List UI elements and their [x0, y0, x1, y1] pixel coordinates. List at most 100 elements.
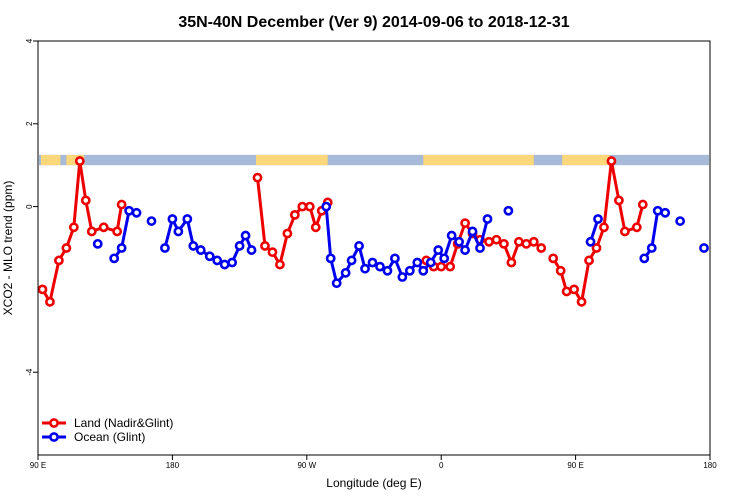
- data-point: [503, 205, 514, 216]
- data-point: [606, 156, 617, 166]
- data-point: [513, 236, 524, 247]
- data-point: [54, 255, 64, 266]
- x-tick-label: 180: [166, 461, 180, 470]
- data-point: [569, 284, 580, 295]
- series-line: [41, 159, 124, 304]
- data-point: [446, 230, 457, 241]
- x-tick-label: 90 W: [297, 461, 316, 470]
- data-point: [321, 201, 332, 212]
- land-band: [256, 154, 328, 166]
- data-point: [282, 228, 293, 239]
- data-point: [267, 247, 278, 258]
- x-tick-label: 180: [703, 461, 717, 470]
- data-point: [212, 255, 223, 266]
- data-point: [146, 216, 157, 226]
- data-point: [639, 253, 650, 264]
- data-point: [112, 226, 123, 237]
- data-point: [86, 226, 97, 237]
- data-point: [340, 267, 351, 278]
- plot-frame: [37, 40, 711, 456]
- data-point: [346, 255, 357, 266]
- data-point: [454, 236, 465, 247]
- data-point: [561, 286, 572, 297]
- data-point: [227, 257, 238, 268]
- legend-marker: [49, 418, 59, 428]
- series-layer: [37, 156, 709, 307]
- data-point: [260, 241, 270, 251]
- data-point: [310, 222, 321, 233]
- data-point: [637, 199, 648, 210]
- data-point: [412, 257, 423, 268]
- data-point: [528, 236, 539, 247]
- data-point: [37, 284, 48, 295]
- data-point: [375, 261, 385, 272]
- data-point: [484, 236, 494, 247]
- y-tick-label: 4: [25, 38, 34, 43]
- data-point: [234, 241, 245, 251]
- series-ocean: [92, 201, 709, 289]
- data-point: [536, 243, 547, 253]
- data-point: [275, 259, 285, 270]
- data-point: [331, 278, 342, 289]
- data-point: [325, 253, 336, 264]
- x-tick-label: 0: [439, 461, 444, 470]
- data-point: [297, 201, 308, 212]
- y-tick-label: 2: [25, 121, 34, 126]
- data-point: [80, 195, 91, 206]
- data-point: [367, 257, 378, 268]
- y-tick-label: -4: [25, 368, 34, 376]
- data-point: [98, 222, 109, 233]
- data-point: [460, 245, 470, 255]
- land-band: [562, 154, 610, 166]
- ocean-band: [39, 154, 709, 166]
- data-point: [61, 243, 72, 253]
- axis-ticks: 90 E 180 90 W 0 90 E 180 4 2 0 -4: [25, 38, 717, 470]
- data-point: [116, 199, 127, 210]
- data-point: [460, 218, 470, 229]
- data-point: [467, 226, 478, 237]
- data-point: [646, 243, 657, 253]
- land-band: [40, 154, 61, 166]
- data-point: [675, 216, 686, 226]
- data-point: [482, 214, 493, 224]
- data-point: [240, 230, 251, 241]
- data-point: [436, 261, 447, 272]
- data-point: [195, 245, 206, 255]
- y-axis-label: XCO2 - MLO trend (ppm): [1, 181, 15, 316]
- legend: Land (Nadir&Glint)Ocean (Glint): [42, 416, 173, 444]
- y-tick-label: 0: [25, 204, 34, 209]
- data-point: [631, 222, 642, 233]
- data-point: [124, 205, 134, 216]
- data-point: [109, 253, 120, 264]
- data-point: [585, 236, 596, 247]
- data-point: [252, 172, 263, 183]
- data-point: [439, 253, 450, 264]
- legend-marker: [49, 432, 59, 442]
- data-point: [433, 245, 444, 255]
- data-point: [173, 226, 184, 237]
- data-point: [74, 156, 85, 166]
- data-point: [660, 207, 671, 218]
- data-point: [182, 214, 193, 224]
- data-point: [131, 207, 142, 218]
- data-point: [204, 251, 215, 262]
- data-point: [418, 265, 429, 276]
- data-point: [652, 205, 663, 216]
- data-point: [599, 222, 609, 233]
- data-point: [521, 238, 532, 249]
- data-point: [699, 243, 709, 253]
- x-tick-label: 90 E: [30, 461, 46, 470]
- data-point: [593, 214, 603, 224]
- x-axis-label: Longitude (deg E): [326, 476, 421, 490]
- data-point: [475, 243, 485, 253]
- data-point: [116, 243, 127, 253]
- data-point: [167, 214, 178, 224]
- data-point: [68, 222, 79, 233]
- land-band: [423, 154, 534, 166]
- legend-label: Ocean (Glint): [74, 430, 145, 444]
- data-point: [425, 257, 436, 268]
- data-point: [289, 209, 300, 220]
- data-point: [548, 253, 559, 264]
- data-point: [555, 265, 566, 276]
